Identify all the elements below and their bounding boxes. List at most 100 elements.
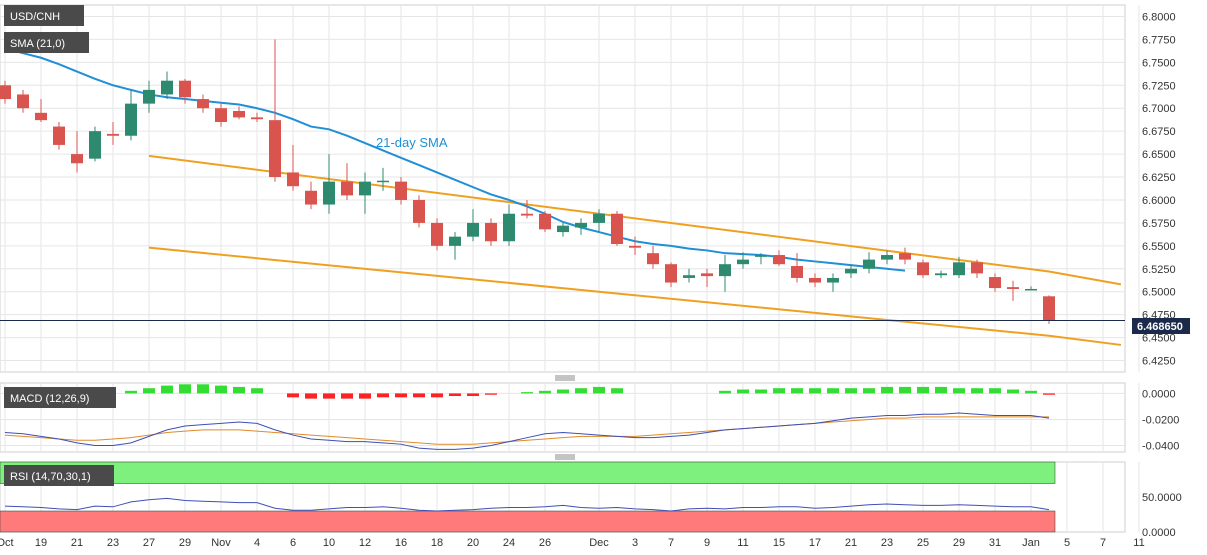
candle: [845, 264, 857, 278]
channel-upper-line: [148, 154, 1122, 286]
candle: [719, 255, 731, 292]
macd-hist-bar: [125, 390, 137, 394]
price-panel: [0, 39, 1125, 346]
candle: [161, 71, 173, 100]
rsi-overbought-zone: [0, 461, 1056, 484]
candle-body: [845, 268, 857, 274]
macd-hist-bar: [251, 388, 263, 394]
candle-body: [413, 199, 425, 223]
candle-body: [719, 264, 731, 277]
rsi-legend[interactable]: RSI (14,70,30,1): [4, 465, 114, 486]
macd-hist-bar: [1043, 393, 1055, 395]
candle-body: [791, 266, 803, 278]
x-tick-label: 4: [254, 537, 260, 549]
x-tick-label: 9: [704, 537, 710, 549]
candle-body: [629, 245, 641, 248]
macd-hist-bar: [467, 393, 479, 397]
candle-body: [233, 110, 245, 118]
candle-body: [305, 190, 317, 205]
sma-legend[interactable]: SMA (21,0): [4, 32, 89, 53]
x-tick-label: 16: [395, 537, 407, 549]
candle-body: [701, 273, 713, 277]
candle: [755, 253, 767, 265]
candle-body: [989, 277, 1001, 289]
macd-hist-bar: [341, 393, 353, 399]
candle: [89, 126, 101, 162]
macd-hist-bar: [971, 388, 983, 394]
x-tick-label: 18: [431, 537, 443, 549]
macd-hist-bar: [287, 393, 299, 398]
macd-hist-bar: [179, 384, 191, 394]
macd-hist-bar: [917, 386, 929, 394]
candle-body: [125, 103, 137, 136]
symbol-legend[interactable]: USD/CNH: [4, 5, 84, 26]
x-tick-label: Oct: [0, 537, 14, 549]
macd-hist-bar: [1007, 389, 1019, 394]
candle: [269, 39, 281, 182]
macd-hist-bar: [845, 388, 857, 394]
macd-hist-bar: [197, 384, 209, 394]
y-tick-label: 6.5000: [1142, 287, 1176, 299]
x-tick-label: 21: [71, 537, 83, 549]
macd-legend[interactable]: MACD (12,26,9): [4, 387, 116, 408]
candle-body: [899, 253, 911, 260]
candle-body: [971, 262, 983, 274]
macd-hist-bar: [935, 386, 947, 394]
candle: [35, 99, 47, 122]
macd-hist-bar: [377, 393, 389, 398]
candle: [791, 253, 803, 283]
candle: [215, 103, 227, 127]
candle: [773, 250, 785, 267]
candle: [863, 252, 875, 274]
y-tick-label: 6.5250: [1142, 264, 1176, 276]
macd-hist-bar: [215, 385, 227, 394]
candle-body: [1043, 296, 1055, 321]
last-price-tag: 6.468650: [1132, 318, 1190, 334]
macd-hist-bar: [305, 393, 317, 399]
candle: [233, 106, 245, 120]
candle-body: [485, 222, 497, 242]
candle: [485, 218, 497, 246]
candle: [593, 209, 605, 233]
x-tick-label: 24: [503, 537, 515, 549]
macd-hist-bar: [755, 389, 767, 394]
sma-legend-label: SMA (21,0): [10, 38, 65, 50]
candle: [647, 245, 659, 269]
candle-body: [53, 126, 65, 145]
candle-body: [107, 133, 119, 136]
x-tick-label: 10: [323, 537, 335, 549]
candle-body: [395, 181, 407, 200]
candle: [683, 268, 695, 283]
panel-border: [0, 4, 1126, 373]
last-price-value: 6.468650: [1137, 321, 1183, 333]
macd-y-tick-label: 0.0000: [1142, 388, 1176, 400]
candle: [521, 199, 533, 219]
candle: [413, 195, 425, 228]
x-tick-label: 7: [1100, 537, 1106, 549]
x-tick-label: Dec: [589, 537, 609, 549]
x-tick-label: 12: [359, 537, 371, 549]
x-tick-label: 29: [953, 537, 965, 549]
candle: [899, 247, 911, 265]
candle: [341, 163, 353, 200]
candle-body: [539, 213, 551, 230]
candle: [539, 210, 551, 233]
rsi-y-tick-label: 0.0000: [1142, 527, 1176, 539]
macd-hist-bar: [719, 390, 731, 394]
x-tick-label: 15: [773, 537, 785, 549]
x-tick-label: 3: [632, 537, 638, 549]
x-tick-label: 5: [1064, 537, 1070, 549]
rsi-legend-label: RSI (14,70,30,1): [10, 471, 91, 483]
macd-hist-bar: [539, 390, 551, 394]
candle: [881, 250, 893, 265]
macd-hist-bar: [323, 393, 335, 399]
macd-line: [4, 412, 1050, 450]
y-tick-label: 6.7500: [1142, 57, 1176, 69]
candle: [917, 259, 929, 278]
y-tick-label: 6.6750: [1142, 126, 1176, 138]
rsi-oversold-zone: [0, 510, 1056, 533]
macd-hist-bar: [899, 386, 911, 394]
rsi-resize-handle[interactable]: [555, 454, 575, 460]
macd-resize-handle[interactable]: [555, 375, 575, 381]
